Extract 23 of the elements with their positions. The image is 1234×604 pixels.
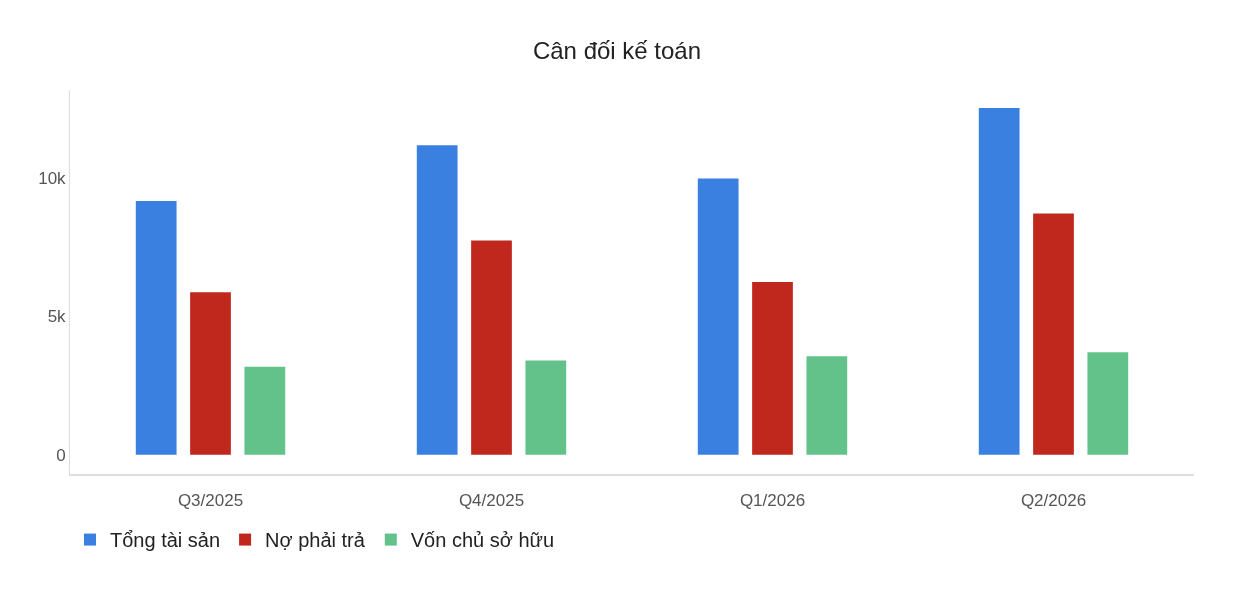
x-tick-label: Q1/2026 [739, 491, 806, 511]
bar [416, 145, 458, 455]
legend-label: Nợ phải trả [265, 529, 366, 552]
bar [1087, 352, 1129, 455]
bar [244, 366, 286, 455]
bar [697, 178, 739, 455]
bar [1033, 213, 1074, 455]
y-tick-label: 10k [38, 169, 67, 189]
legend-label: Tổng tài sản [110, 529, 221, 552]
y-tick-label: 0 [56, 445, 66, 465]
bar [190, 292, 231, 455]
bar [525, 360, 567, 455]
legend-label: Vốn chủ sở hữu [410, 529, 555, 552]
y-tick-label: 5k [47, 307, 67, 327]
bar [471, 240, 512, 455]
bar [752, 282, 793, 455]
chart-title: Cân đối kế toán [532, 37, 702, 65]
bar [978, 107, 1020, 455]
bar [135, 201, 177, 455]
bar [806, 356, 848, 455]
x-tick-label: Q3/2025 [177, 491, 244, 511]
x-tick-label: Q2/2026 [1020, 491, 1087, 511]
x-tick-label: Q4/2025 [458, 491, 525, 511]
